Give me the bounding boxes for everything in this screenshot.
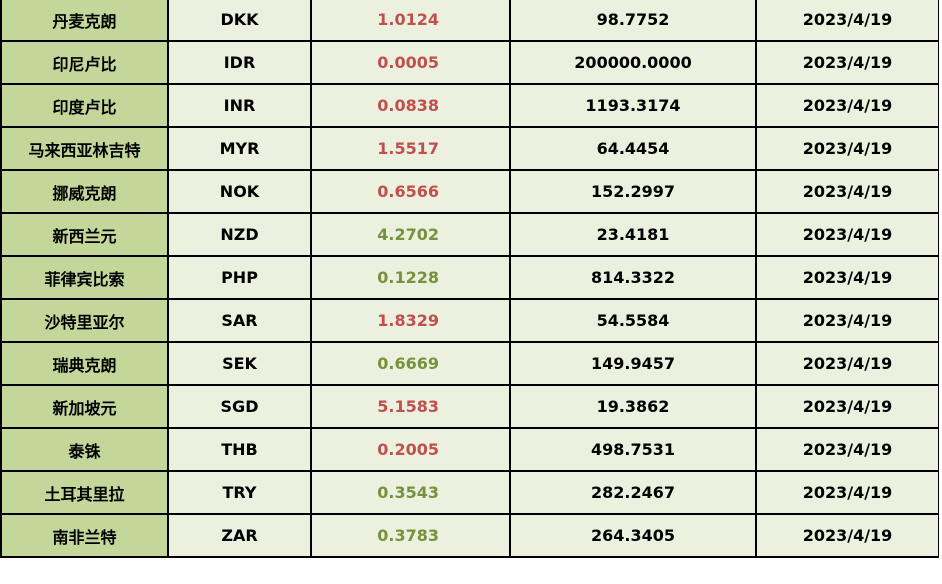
amount-cell[interactable]: 64.4454 <box>509 126 757 171</box>
currency-name-cell[interactable]: 丹麦克朗 <box>0 0 169 42</box>
rate-cell[interactable]: 0.3543 <box>310 470 511 515</box>
currency-code-cell[interactable]: ZAR <box>167 513 312 558</box>
currency-code-cell[interactable]: SAR <box>167 298 312 343</box>
amount-cell[interactable]: 498.7531 <box>509 427 757 472</box>
currency-name-cell[interactable]: 印尼卢比 <box>0 40 169 85</box>
currency-code-cell[interactable]: TRY <box>167 470 312 515</box>
table-row: 印尼卢比 IDR 0.0005 200000.0000 2023/4/19 <box>0 40 939 85</box>
amount-cell[interactable]: 814.3322 <box>509 255 757 300</box>
date-cell[interactable]: 2023/4/19 <box>755 298 939 343</box>
date-cell[interactable]: 2023/4/19 <box>755 255 939 300</box>
date-cell[interactable]: 2023/4/19 <box>755 169 939 214</box>
date-cell[interactable]: 2023/4/19 <box>755 212 939 257</box>
currency-name-cell[interactable]: 南非兰特 <box>0 513 169 558</box>
currency-code-cell[interactable]: INR <box>167 83 312 128</box>
exchange-rate-table: 丹麦克朗 DKK 1.0124 98.7752 2023/4/19 印尼卢比 IDR 0.00… <box>0 0 939 558</box>
currency-name-cell[interactable]: 菲律宾比索 <box>0 255 169 300</box>
table-row: 土耳其里拉 TRY 0.3543 282.2467 2023/4/19 <box>0 470 939 515</box>
currency-code-cell[interactable]: PHP <box>167 255 312 300</box>
table-row: 新加坡元 SGD 5.1583 19.3862 2023/4/19 <box>0 384 939 429</box>
table-row: 马来西亚林吉特 MYR 1.5517 64.4454 2023/4/19 <box>0 126 939 171</box>
amount-cell[interactable]: 149.9457 <box>509 341 757 386</box>
date-cell[interactable]: 2023/4/19 <box>755 0 939 42</box>
currency-name-cell[interactable]: 新加坡元 <box>0 384 169 429</box>
rate-cell[interactable]: 1.8329 <box>310 298 511 343</box>
table-row: 南非兰特 ZAR 0.3783 264.3405 2023/4/19 <box>0 513 939 558</box>
currency-code-cell[interactable]: SEK <box>167 341 312 386</box>
currency-name-cell[interactable]: 泰铢 <box>0 427 169 472</box>
amount-cell[interactable]: 19.3862 <box>509 384 757 429</box>
date-cell[interactable]: 2023/4/19 <box>755 513 939 558</box>
currency-code-cell[interactable]: DKK <box>167 0 312 42</box>
table-row: 瑞典克朗 SEK 0.6669 149.9457 2023/4/19 <box>0 341 939 386</box>
currency-name-cell[interactable]: 挪威克朗 <box>0 169 169 214</box>
amount-cell[interactable]: 98.7752 <box>509 0 757 42</box>
date-cell[interactable]: 2023/4/19 <box>755 83 939 128</box>
currency-name-cell[interactable]: 土耳其里拉 <box>0 470 169 515</box>
date-cell[interactable]: 2023/4/19 <box>755 470 939 515</box>
rate-cell[interactable]: 0.2005 <box>310 427 511 472</box>
date-cell[interactable]: 2023/4/19 <box>755 384 939 429</box>
amount-cell[interactable]: 152.2997 <box>509 169 757 214</box>
rate-cell[interactable]: 0.6669 <box>310 341 511 386</box>
table-row: 丹麦克朗 DKK 1.0124 98.7752 2023/4/19 <box>0 0 939 42</box>
currency-code-cell[interactable]: NOK <box>167 169 312 214</box>
table-row: 泰铢 THB 0.2005 498.7531 2023/4/19 <box>0 427 939 472</box>
currency-code-cell[interactable]: MYR <box>167 126 312 171</box>
table-row: 菲律宾比索 PHP 0.1228 814.3322 2023/4/19 <box>0 255 939 300</box>
date-cell[interactable]: 2023/4/19 <box>755 427 939 472</box>
amount-cell[interactable]: 1193.3174 <box>509 83 757 128</box>
table-row: 印度卢比 INR 0.0838 1193.3174 2023/4/19 <box>0 83 939 128</box>
currency-code-cell[interactable]: IDR <box>167 40 312 85</box>
rate-cell[interactable]: 0.0005 <box>310 40 511 85</box>
rate-cell[interactable]: 1.0124 <box>310 0 511 42</box>
rate-cell[interactable]: 5.1583 <box>310 384 511 429</box>
currency-code-cell[interactable]: SGD <box>167 384 312 429</box>
table-row: 新西兰元 NZD 4.2702 23.4181 2023/4/19 <box>0 212 939 257</box>
date-cell[interactable]: 2023/4/19 <box>755 126 939 171</box>
currency-code-cell[interactable]: NZD <box>167 212 312 257</box>
rate-cell[interactable]: 0.0838 <box>310 83 511 128</box>
currency-name-cell[interactable]: 沙特里亚尔 <box>0 298 169 343</box>
date-cell[interactable]: 2023/4/19 <box>755 341 939 386</box>
currency-name-cell[interactable]: 新西兰元 <box>0 212 169 257</box>
table-row: 挪威克朗 NOK 0.6566 152.2997 2023/4/19 <box>0 169 939 214</box>
amount-cell[interactable]: 54.5584 <box>509 298 757 343</box>
rate-cell[interactable]: 0.1228 <box>310 255 511 300</box>
table-row: 沙特里亚尔 SAR 1.8329 54.5584 2023/4/19 <box>0 298 939 343</box>
rate-cell[interactable]: 1.5517 <box>310 126 511 171</box>
rate-cell[interactable]: 0.6566 <box>310 169 511 214</box>
amount-cell[interactable]: 264.3405 <box>509 513 757 558</box>
date-cell[interactable]: 2023/4/19 <box>755 40 939 85</box>
currency-code-cell[interactable]: THB <box>167 427 312 472</box>
amount-cell[interactable]: 23.4181 <box>509 212 757 257</box>
amount-cell[interactable]: 200000.0000 <box>509 40 757 85</box>
currency-name-cell[interactable]: 印度卢比 <box>0 83 169 128</box>
rate-cell[interactable]: 0.3783 <box>310 513 511 558</box>
currency-name-cell[interactable]: 瑞典克朗 <box>0 341 169 386</box>
amount-cell[interactable]: 282.2467 <box>509 470 757 515</box>
rate-cell[interactable]: 4.2702 <box>310 212 511 257</box>
currency-name-cell[interactable]: 马来西亚林吉特 <box>0 126 169 171</box>
